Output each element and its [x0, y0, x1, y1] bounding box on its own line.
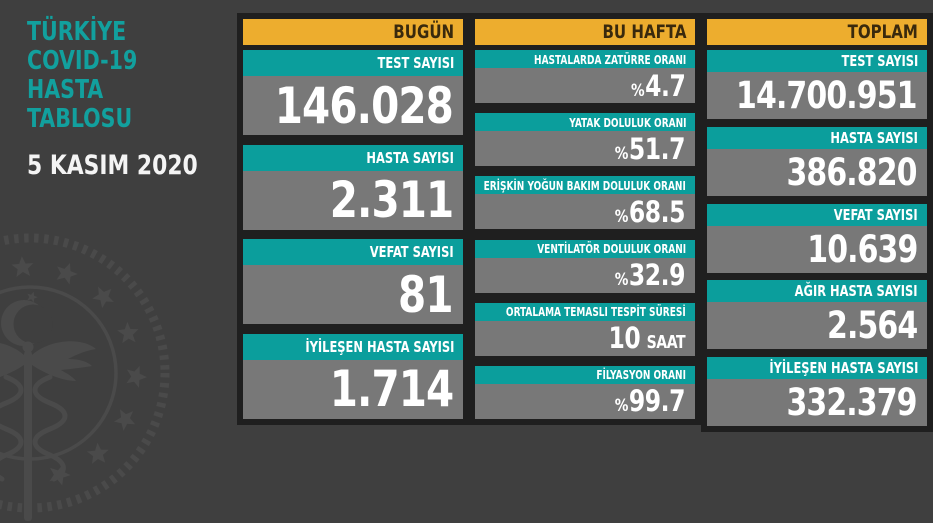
stat-prefix: %: [614, 395, 629, 416]
stat-value: 386.820: [786, 150, 918, 194]
stat-value: 332.379: [786, 381, 918, 424]
stat-value: 99.7: [628, 384, 686, 419]
stat-value: 4.7: [644, 68, 686, 103]
stat-toplam-iyilesen-hasta-sayisi: İYİLEŞEN HASTA SAYISI 332.379: [707, 357, 927, 426]
stat-bugun-iyilesen-hasta-sayisi: İYİLEŞEN HASTA SAYISI 1.714: [243, 333, 463, 419]
stat-unit: SAAT: [646, 333, 685, 354]
stat-bugun-test-sayisi: TEST SAYISI 146.028: [243, 50, 463, 135]
stat-label: HASTA SAYISI: [366, 148, 454, 167]
stat-prefix: %: [614, 269, 629, 290]
stat-label: AĞIR HASTA SAYISI: [795, 282, 918, 301]
emblem-crescent-star: [1, 291, 53, 346]
stat-zaturre-orani: HASTALARDA ZATÜRRE ORANI % 4.7: [475, 50, 695, 103]
column-bu-hafta-items: HASTALARDA ZATÜRRE ORANI % 4.7 YATAK DOLU…: [475, 50, 695, 419]
stat-prefix: %: [630, 79, 645, 100]
column-bugun: BUGÜN TEST SAYISI 146.028 HASTA SAYISI 2…: [237, 13, 469, 425]
ministry-of-health-emblem-icon: [0, 233, 170, 521]
stat-eriskin-yogun-bakim-doluluk-orani: ERİŞKİN YOĞUN BAKIM DOLULUK ORANI % 68.5: [475, 176, 695, 230]
title-line-3: HASTA: [27, 75, 104, 105]
stat-label: ORTALAMA TEMASLI TESPİT SÜRESİ: [506, 304, 686, 320]
title-line-2: COVID-19: [27, 46, 138, 76]
report-date: 5 KASIM 2020: [27, 150, 198, 181]
stat-label: VEFAT SAYISI: [834, 205, 918, 224]
stat-value: 51.7: [628, 131, 686, 166]
column-toplam: TOPLAM TEST SAYISI 14.700.951 HASTA SAYI…: [701, 13, 933, 432]
title-line-4: TABLOSU: [27, 104, 133, 134]
left-panel: TÜRKİYE COVID-19 HASTA TABLOSU 5 KASIM 2…: [0, 0, 237, 182]
stat-prefix: %: [614, 142, 629, 163]
stat-value: 146.028: [274, 76, 454, 135]
stat-value: 14.700.951: [736, 74, 917, 117]
stat-label: İYİLEŞEN HASTA SAYISI: [768, 359, 918, 377]
stat-value: 10.639: [806, 227, 918, 271]
column-toplam-items: TEST SAYISI 14.700.951 HASTA SAYISI 386.…: [707, 50, 927, 426]
stat-agir-hasta-sayisi: AĞIR HASTA SAYISI 2.564: [707, 280, 927, 350]
stat-label: TEST SAYISI: [841, 52, 918, 70]
stat-value: 32.9: [628, 258, 686, 293]
stat-value: 68.5: [628, 194, 686, 229]
stat-label: FİLYASYON ORANI: [596, 367, 686, 383]
column-bugun-items: TEST SAYISI 146.028 HASTA SAYISI 2.311 V…: [243, 50, 463, 419]
stat-bugun-vefat-sayisi: VEFAT SAYISI 81: [243, 239, 463, 325]
stat-bugun-hasta-sayisi: HASTA SAYISI 2.311: [243, 144, 463, 230]
column-header-toplam: TOPLAM: [707, 19, 927, 45]
column-bu-hafta: BU HAFTA HASTALARDA ZATÜRRE ORANI % 4.7 Y…: [469, 13, 701, 425]
page-title: TÜRKİYE COVID-19 HASTA TABLOSU: [0, 0, 237, 134]
emblem-stars: [11, 256, 147, 486]
stat-value: 10: [608, 321, 641, 356]
stat-label: VEFAT SAYISI: [370, 243, 454, 262]
stat-label: VENTİLATÖR DOLULUK ORANI: [537, 241, 686, 257]
stat-toplam-test-sayisi: TEST SAYISI 14.700.951: [707, 50, 927, 119]
stat-prefix: %: [614, 205, 629, 226]
stat-toplam-vefat-sayisi: VEFAT SAYISI 10.639: [707, 203, 927, 273]
stat-label: TEST SAYISI: [377, 54, 454, 72]
emblem-caduceus: [0, 341, 96, 521]
stat-label: HASTA SAYISI: [830, 128, 918, 147]
column-header-bu-hafta: BU HAFTA: [475, 19, 695, 45]
stat-label: İYİLEŞEN HASTA SAYISI: [304, 337, 454, 356]
stat-filyasyon-orani: FİLYASYON ORANI % 99.7: [475, 365, 695, 419]
stat-ortalama-temasli-tespit-suresi: ORTALAMA TEMASLI TESPİT SÜRESİ 10 SAAT: [475, 302, 695, 356]
stat-label: YATAK DOLULUK ORANI: [568, 114, 686, 130]
stat-toplam-hasta-sayisi: HASTA SAYISI 386.820: [707, 126, 927, 196]
stat-yatak-doluluk-orani: YATAK DOLULUK ORANI % 51.7: [475, 113, 695, 167]
stat-value: 2.311: [329, 171, 453, 230]
column-header-bugun: BUGÜN: [243, 19, 463, 45]
stat-value: 1.714: [329, 360, 453, 419]
stat-value: 81: [398, 265, 453, 324]
stat-label: HASTALARDA ZATÜRRE ORANI: [533, 51, 686, 67]
title-line-1: TÜRKİYE: [27, 17, 127, 47]
stat-value: 2.564: [826, 304, 918, 348]
stat-label: ERİŞKİN YOĞUN BAKIM DOLULUK ORANI: [483, 177, 686, 193]
stat-ventilator-doluluk-orani: VENTİLATÖR DOLULUK ORANI % 32.9: [475, 239, 695, 293]
